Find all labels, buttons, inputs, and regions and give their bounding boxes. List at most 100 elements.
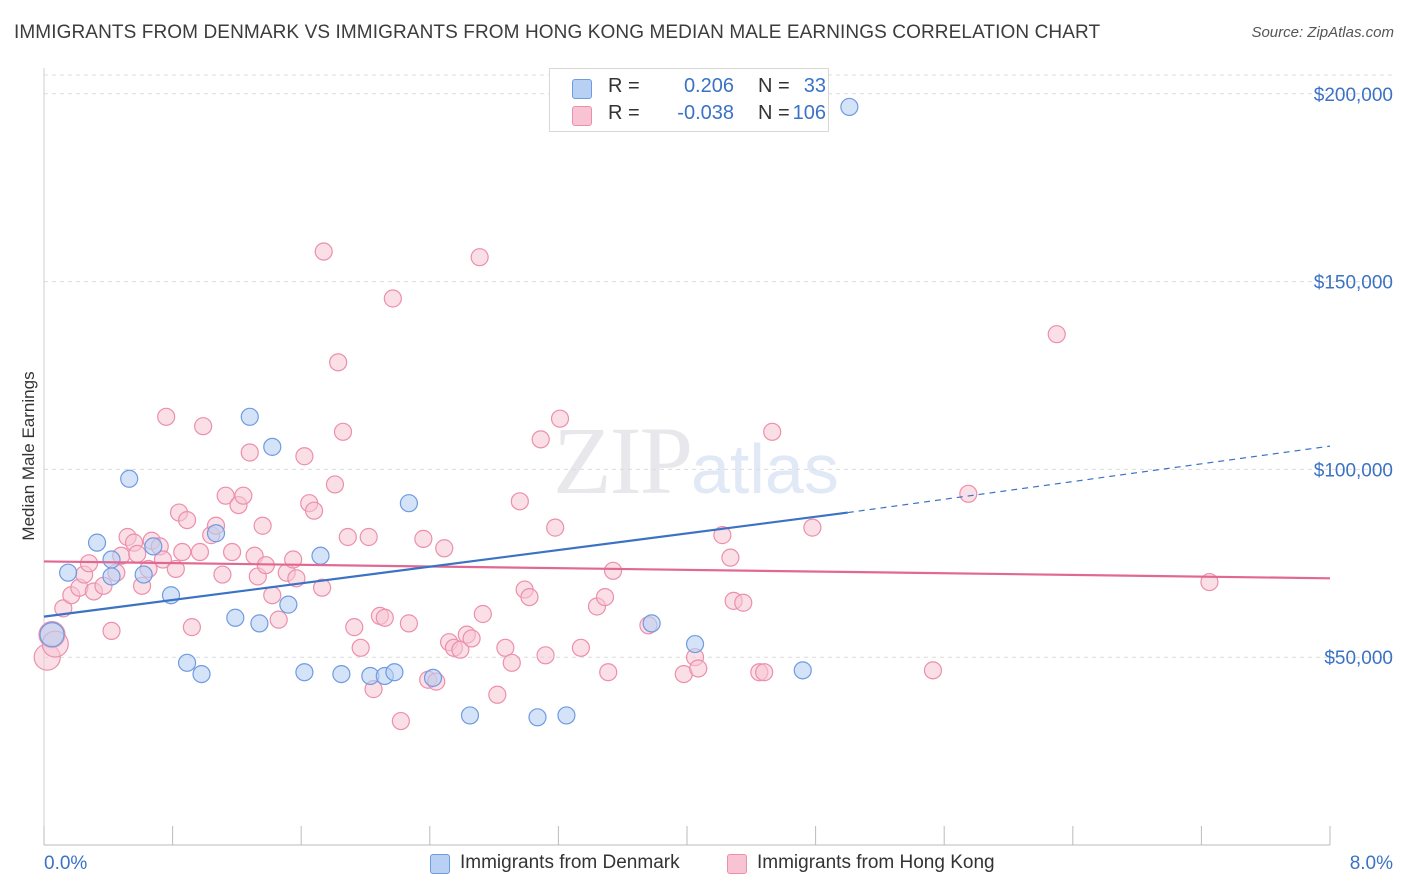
hongkong-point: [603, 561, 623, 580]
denmark-point: [102, 550, 121, 569]
denmark-point: [423, 668, 443, 687]
hongkong-points: [33, 242, 1219, 731]
hongkong-point: [213, 565, 232, 584]
hongkong-point: [375, 608, 394, 627]
hongkong-point: [304, 501, 324, 520]
y-tick-label: $100,000: [1314, 460, 1393, 481]
y-tick-label: $50,000: [1324, 648, 1393, 669]
hongkong-point: [755, 663, 774, 682]
denmark-point: [226, 608, 245, 627]
legend-n-label: N =: [758, 102, 790, 124]
denmark-point: [177, 653, 197, 672]
hongkong-point: [571, 638, 591, 657]
source-credit: Source: ZipAtlas.com: [1251, 24, 1394, 41]
denmark-point: [87, 533, 107, 552]
hongkong-point: [391, 711, 410, 731]
legend-n-value: 33: [803, 75, 826, 97]
legend-r-label: R =: [608, 102, 640, 124]
hongkong-point: [721, 548, 740, 567]
denmark-point: [240, 407, 259, 426]
denmark-point: [192, 664, 211, 684]
hongkong-point: [595, 587, 615, 607]
denmark-point: [399, 494, 419, 513]
hongkong-point: [414, 529, 433, 548]
denmark-point: [793, 661, 812, 680]
hongkong-point: [240, 443, 259, 462]
hongkong-point: [689, 659, 708, 678]
x-tick-label: 0.0%: [44, 853, 87, 874]
legend-swatch-hongkong: [572, 106, 592, 126]
hongkong-point: [194, 417, 213, 436]
y-tick-label: $150,000: [1314, 273, 1393, 294]
hongkong-point: [959, 484, 978, 503]
hongkong-point: [325, 475, 345, 494]
hongkong-point: [599, 663, 618, 682]
hongkong-point: [1047, 325, 1066, 344]
legend-label-denmark: Immigrants from Denmark: [460, 852, 680, 873]
hongkong-point: [383, 289, 402, 308]
hongkong-point: [314, 242, 333, 261]
denmark-point: [385, 663, 404, 682]
hongkong-point: [451, 640, 470, 659]
hongkong-point: [345, 618, 364, 637]
tick-labels: $50,000 $100,000 $150,000 $200,000 0.0% 8.0%: [44, 85, 1393, 874]
denmark-point: [120, 469, 139, 488]
hongkong-point: [473, 604, 492, 624]
hongkong-point: [713, 526, 732, 545]
hongkong-point: [173, 542, 192, 562]
hongkong-point: [177, 510, 197, 530]
x-tick-label: 8.0%: [1350, 853, 1393, 874]
hongkong-point: [536, 646, 555, 665]
hongkong-point: [234, 486, 253, 505]
hongkong-point: [488, 685, 507, 704]
denmark-points: [39, 97, 859, 727]
denmark-point: [685, 634, 705, 654]
denmark-point: [311, 546, 330, 565]
hongkong-point: [263, 586, 282, 605]
y-axis-title: Median Male Earnings: [19, 371, 38, 540]
denmark-point: [840, 97, 859, 117]
axes: Median Male Earnings: [19, 68, 1331, 846]
legend-swatch-hongkong: [727, 854, 747, 874]
legend-r-value: 0.206: [683, 75, 734, 97]
hongkong-point: [734, 593, 753, 612]
denmark-point: [102, 567, 121, 586]
hongkong-point: [329, 353, 348, 372]
denmark-trend-line: [43, 511, 848, 618]
hongkong-point: [923, 661, 943, 680]
legend-swatch-denmark: [572, 79, 592, 99]
hongkong-point: [216, 486, 235, 505]
hongkong-point: [253, 516, 272, 535]
hongkong-point: [182, 618, 201, 637]
denmark-point: [206, 524, 226, 543]
legend-r-label: R =: [608, 75, 640, 97]
hongkong-point: [338, 527, 357, 547]
denmark-point: [295, 663, 314, 682]
hongkong-point: [79, 554, 99, 573]
hongkong-point: [312, 578, 332, 597]
denmark-point: [144, 537, 163, 556]
denmark-trend-extension: [847, 445, 1331, 514]
trend-lines: [43, 445, 1331, 618]
hongkong-point: [333, 422, 353, 441]
denmark-point: [39, 622, 65, 648]
denmark-point: [557, 706, 576, 725]
denmark-point: [528, 708, 547, 727]
chart-title: IMMIGRANTS FROM DENMARK VS IMMIGRANTS FR…: [14, 22, 1101, 43]
hongkong-point: [462, 629, 481, 648]
hongkong-point: [546, 518, 565, 537]
hongkong-point: [157, 407, 176, 426]
hongkong-point: [470, 248, 489, 267]
hongkong-point: [399, 614, 419, 633]
legend-r-value: -0.038: [677, 102, 734, 124]
denmark-point: [263, 437, 282, 456]
hongkong-point: [295, 447, 314, 466]
denmark-point: [642, 614, 661, 633]
hongkong-point: [359, 527, 378, 547]
legend-n-label: N =: [758, 75, 790, 97]
hongkong-point: [190, 542, 210, 562]
hongkong-point: [510, 492, 529, 511]
hongkong-point: [803, 518, 822, 537]
y-tick-label: $200,000: [1314, 85, 1393, 106]
